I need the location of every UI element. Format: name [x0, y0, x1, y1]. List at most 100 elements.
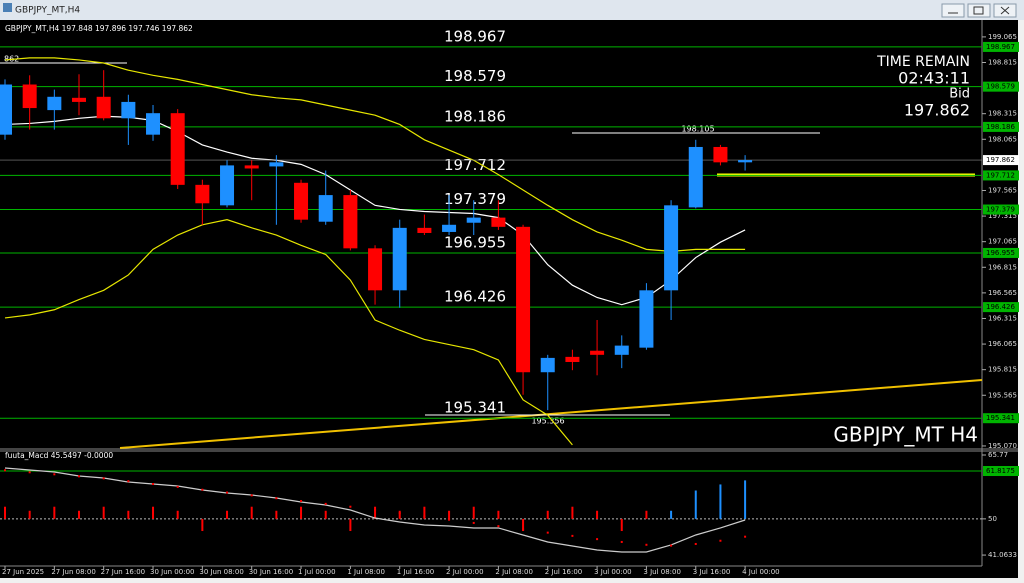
histogram-bar [275, 510, 278, 519]
signal-dot [670, 544, 673, 547]
histogram-bar [127, 510, 130, 519]
level-tag-label: 61.8175 [986, 467, 1015, 475]
x-tick-label: 3 Jul 16:00 [693, 568, 731, 576]
level-tag [983, 81, 1019, 92]
x-tick-label: 30 Jun 00:00 [150, 568, 194, 576]
histogram-bar [28, 510, 31, 519]
level-label: 196.426 [444, 288, 506, 306]
level-tag [983, 170, 1019, 181]
histogram-bar [201, 518, 204, 532]
histogram-bar [250, 506, 253, 519]
candle-body [220, 165, 235, 206]
level-label: 196.955 [444, 233, 506, 251]
signal-dot [398, 512, 401, 515]
candle-body [22, 84, 37, 109]
histogram-bar [300, 506, 303, 519]
level-tag-label: 198.967 [986, 43, 1015, 51]
chart-title: GBPJPY_MT,H4 197.848 197.896 197.746 197… [5, 24, 193, 33]
y-tick-label: 197.065 [988, 238, 1017, 246]
signal-dot [497, 525, 500, 528]
signal-dot [744, 535, 747, 538]
histogram-bar [645, 510, 648, 519]
close-icon [1000, 6, 1010, 15]
info-value: 197.862 [904, 101, 970, 120]
x-tick-label: 4 Jul 00:00 [742, 568, 780, 576]
signal-dot [102, 477, 105, 480]
level-tag-label: 198.579 [986, 83, 1015, 91]
candle-body [244, 165, 259, 169]
candle-body [294, 182, 309, 220]
indicator-title: fuuta_Macd 45.5497 -0.0000 [5, 451, 113, 460]
signal-dot [226, 491, 229, 494]
info-value: 02:43:11 [898, 69, 970, 88]
minimize-button[interactable] [941, 3, 965, 18]
x-tick-label: 2 Jul 00:00 [446, 568, 484, 576]
signal-dot [448, 518, 451, 521]
signal-dot [423, 515, 426, 518]
y-tick-label: 196.065 [988, 340, 1017, 348]
signal-dot [127, 480, 130, 483]
x-tick-label: 27 Jun 08:00 [51, 568, 95, 576]
y-tick-label: 50 [988, 515, 997, 523]
candle-body [565, 356, 580, 362]
info-label: Bid [949, 87, 970, 102]
level-label: 198.186 [444, 107, 506, 125]
x-tick-label: 30 Jun 08:00 [199, 568, 243, 576]
y-tick-label: 196.815 [988, 263, 1017, 271]
restore-icon [973, 6, 984, 15]
title-bar [0, 0, 1024, 20]
candle-body [442, 224, 457, 232]
level-label: 198.967 [444, 27, 506, 45]
bid-tag [983, 155, 1019, 166]
watermark: GBPJPY_MT H4 [833, 423, 978, 447]
y-tick-label: 195.070 [988, 442, 1017, 450]
window-icon [3, 3, 12, 12]
x-tick-label: 3 Jul 08:00 [643, 568, 681, 576]
signal-dot [152, 483, 155, 486]
signal-dot [53, 473, 56, 476]
level-label: 198.579 [444, 67, 506, 85]
histogram-bar [324, 510, 327, 519]
restore-button[interactable] [967, 3, 991, 18]
window-buttons[interactable] [941, 3, 1017, 18]
histogram-bar [176, 510, 179, 519]
y-tick-label: 195.815 [988, 366, 1017, 374]
signal-dot [472, 521, 475, 524]
candle-body [614, 345, 629, 355]
candle-body [688, 146, 703, 208]
level-tag-label: 197.379 [986, 206, 1015, 214]
candle-body [738, 160, 753, 163]
level-tag [983, 302, 1019, 313]
signal-dot [4, 469, 6, 472]
annotation: 195.356 [531, 417, 564, 426]
signal-dot [275, 497, 278, 500]
candle-body [392, 227, 407, 291]
histogram-bar [398, 510, 401, 519]
candle-body [540, 357, 555, 373]
level-tag-label: 196.426 [986, 303, 1015, 311]
signal-dot [324, 502, 327, 505]
level-tag-label: 197.712 [986, 171, 1015, 179]
level-tag [983, 41, 1019, 52]
histogram-bar [571, 506, 574, 519]
candle-body [318, 195, 333, 222]
histogram-bar [78, 510, 81, 519]
indicator-line [4, 219, 573, 446]
signal-dot [349, 505, 352, 508]
candle-body [368, 248, 383, 291]
candle-body [516, 226, 531, 373]
y-tick-label: 195.565 [988, 391, 1017, 399]
level-tag [983, 413, 1019, 424]
candle-body [343, 195, 358, 249]
x-tick-label: 27 Jun 16:00 [101, 568, 145, 576]
signal-dot [694, 542, 697, 545]
x-tick-label: 27 Jun 2025 [2, 568, 44, 576]
histogram-bar [226, 510, 229, 519]
chart-area [0, 20, 1018, 578]
signal-dot [201, 488, 204, 491]
signal-dot [250, 494, 253, 497]
candle-body [146, 113, 161, 135]
signal-dot [571, 534, 574, 537]
level-tag [983, 204, 1019, 215]
